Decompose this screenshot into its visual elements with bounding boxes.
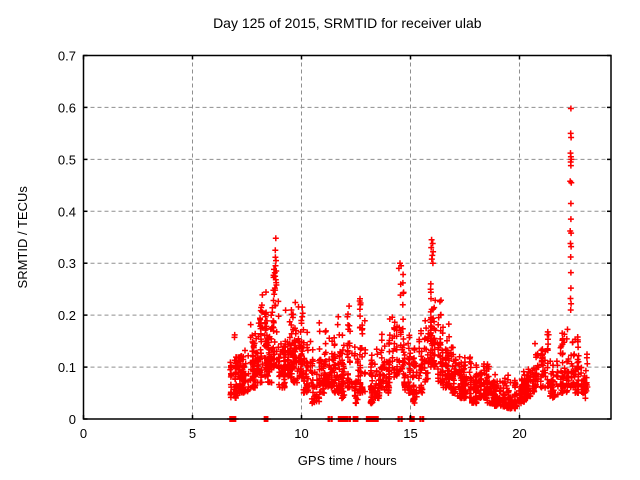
y-tick-label: 0.6 (58, 100, 76, 115)
x-tick-label: 5 (189, 426, 196, 441)
y-tick-label: 0.3 (58, 256, 76, 271)
y-tick-label: 0.4 (58, 204, 76, 219)
y-tick-label: 0.1 (58, 360, 76, 375)
x-tick-label: 20 (512, 426, 526, 441)
chart-title: Day 125 of 2015, SRMTID for receiver ula… (213, 15, 482, 31)
y-tick-label: 0 (69, 412, 76, 427)
y-tick-label: 0.2 (58, 308, 76, 323)
y-tick-label: 0.7 (58, 49, 76, 64)
tick-marks (82, 54, 611, 420)
x-axis-label: GPS time / hours (298, 453, 397, 468)
y-tick-label: 0.5 (58, 152, 76, 167)
x-tick-label: 15 (403, 426, 417, 441)
text-labels: Day 125 of 2015, SRMTID for receiver ula… (15, 15, 527, 468)
data-points-layer (227, 105, 591, 422)
y-axis-label: SRMTID / TECUs (15, 186, 30, 289)
scatter-series-srmtid (227, 105, 591, 412)
x-tick-label: 10 (294, 426, 308, 441)
x-tick-labels: 0 5 10 15 20 (80, 426, 527, 441)
y-tick-labels: 0 0.1 0.2 0.3 0.4 0.5 0.6 0.7 (58, 49, 76, 428)
gridlines (83, 55, 611, 419)
plot-border (82, 54, 612, 420)
x-tick-label: 0 (80, 426, 87, 441)
plot-frame (82, 54, 612, 420)
